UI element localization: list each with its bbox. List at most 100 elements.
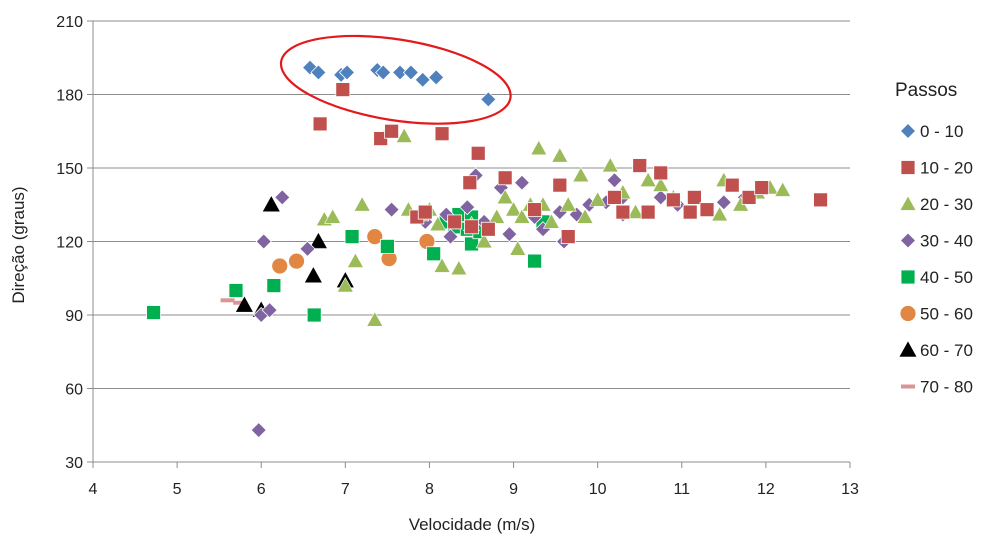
x-tick-label: 7 <box>341 481 350 498</box>
data-point <box>475 232 493 249</box>
data-point <box>335 82 351 97</box>
y-tick-label: 90 <box>65 308 83 325</box>
data-point <box>353 196 371 212</box>
data-point <box>414 71 431 88</box>
y-tick-label: 180 <box>56 88 83 105</box>
data-point <box>309 232 327 249</box>
x-tick-label: 12 <box>757 481 775 498</box>
data-point <box>640 204 656 220</box>
data-point <box>724 177 740 193</box>
legend-marker <box>899 341 917 357</box>
data-point <box>501 226 518 243</box>
data-point <box>551 147 569 163</box>
data-point <box>513 208 531 224</box>
y-tick-label: 60 <box>65 382 83 399</box>
data-point <box>576 208 594 224</box>
data-point <box>480 221 496 237</box>
data-point <box>686 189 702 205</box>
data-point <box>813 192 828 208</box>
y-tick-labels: 30 60 90 120 150 180 210 <box>56 14 83 472</box>
data-point <box>366 228 384 246</box>
data-point <box>527 253 542 269</box>
data-point <box>310 64 327 81</box>
data-point <box>774 181 792 197</box>
data-point <box>542 213 560 229</box>
data-point <box>572 166 590 183</box>
data-point <box>220 298 235 303</box>
legend: Passos 0 - 10 10 - 20 20 - 30 30 - 40 40 - 5… <box>895 80 973 397</box>
data-point <box>395 127 413 143</box>
y-tick-label: 30 <box>65 455 83 472</box>
legend-label: 30 - 40 <box>920 232 973 251</box>
legend-label: 40 - 50 <box>920 268 973 287</box>
data-point <box>601 156 619 173</box>
data-point <box>513 174 531 191</box>
data-point <box>496 188 514 205</box>
data-point <box>552 177 568 193</box>
y-tick-label: 210 <box>56 14 83 31</box>
legend-label: 0 - 10 <box>920 122 963 141</box>
data-point <box>338 64 356 81</box>
x-tick-label: 8 <box>425 481 434 498</box>
data-point <box>560 229 576 245</box>
data-point <box>346 252 364 268</box>
data-point <box>615 204 631 220</box>
data-point <box>509 240 527 256</box>
data-point <box>233 300 248 305</box>
annotation-layer <box>279 34 512 125</box>
data-point <box>652 176 670 192</box>
data-point <box>383 201 400 218</box>
legend-label: 10 - 20 <box>920 159 973 178</box>
y-axis-title: Direção (graus) <box>9 186 28 303</box>
x-tick-label: 5 <box>173 481 182 498</box>
data-point <box>627 203 645 219</box>
data-point <box>391 64 409 81</box>
data-point <box>607 189 622 205</box>
legend-marker <box>899 122 917 140</box>
legend-title: Passos <box>895 80 957 101</box>
legend-marker <box>900 269 916 285</box>
legend-label: 20 - 30 <box>920 195 973 214</box>
data-point <box>288 252 305 270</box>
data-point <box>639 171 657 187</box>
legend-label: 60 - 70 <box>920 341 973 360</box>
x-tick-label: 13 <box>841 481 859 498</box>
axes <box>87 20 851 468</box>
x-tick-label: 4 <box>89 481 98 498</box>
data-point <box>428 69 445 86</box>
data-point <box>304 267 322 283</box>
data-point <box>306 307 322 323</box>
data-point <box>715 194 732 211</box>
data-point <box>442 228 459 245</box>
data-point <box>379 238 395 254</box>
data-point <box>261 302 278 319</box>
highlight-ellipse <box>279 34 512 125</box>
data-point <box>497 170 513 186</box>
x-tick-label: 6 <box>257 481 266 498</box>
data-point <box>228 283 244 298</box>
legend-label: 70 - 80 <box>920 378 973 397</box>
y-tick-label: 150 <box>56 161 83 178</box>
data-point <box>459 199 476 216</box>
data-point <box>271 257 289 275</box>
data-point <box>375 64 392 81</box>
data-point <box>429 215 447 232</box>
data-point <box>470 145 486 161</box>
legend-marker <box>899 232 917 249</box>
legend-marker <box>900 160 916 175</box>
x-tick-label: 11 <box>673 481 690 498</box>
legend-marker <box>901 384 915 389</box>
data-point <box>464 219 479 235</box>
data-point <box>589 191 607 207</box>
data-point <box>505 201 523 217</box>
data-point <box>324 208 342 224</box>
data-point <box>699 202 715 218</box>
data-point <box>462 175 478 191</box>
data-point <box>274 189 291 206</box>
data-point <box>250 422 267 439</box>
x-tick-label: 10 <box>589 481 607 498</box>
data-point <box>146 305 161 320</box>
data-point <box>255 233 272 250</box>
data-point <box>262 196 280 212</box>
